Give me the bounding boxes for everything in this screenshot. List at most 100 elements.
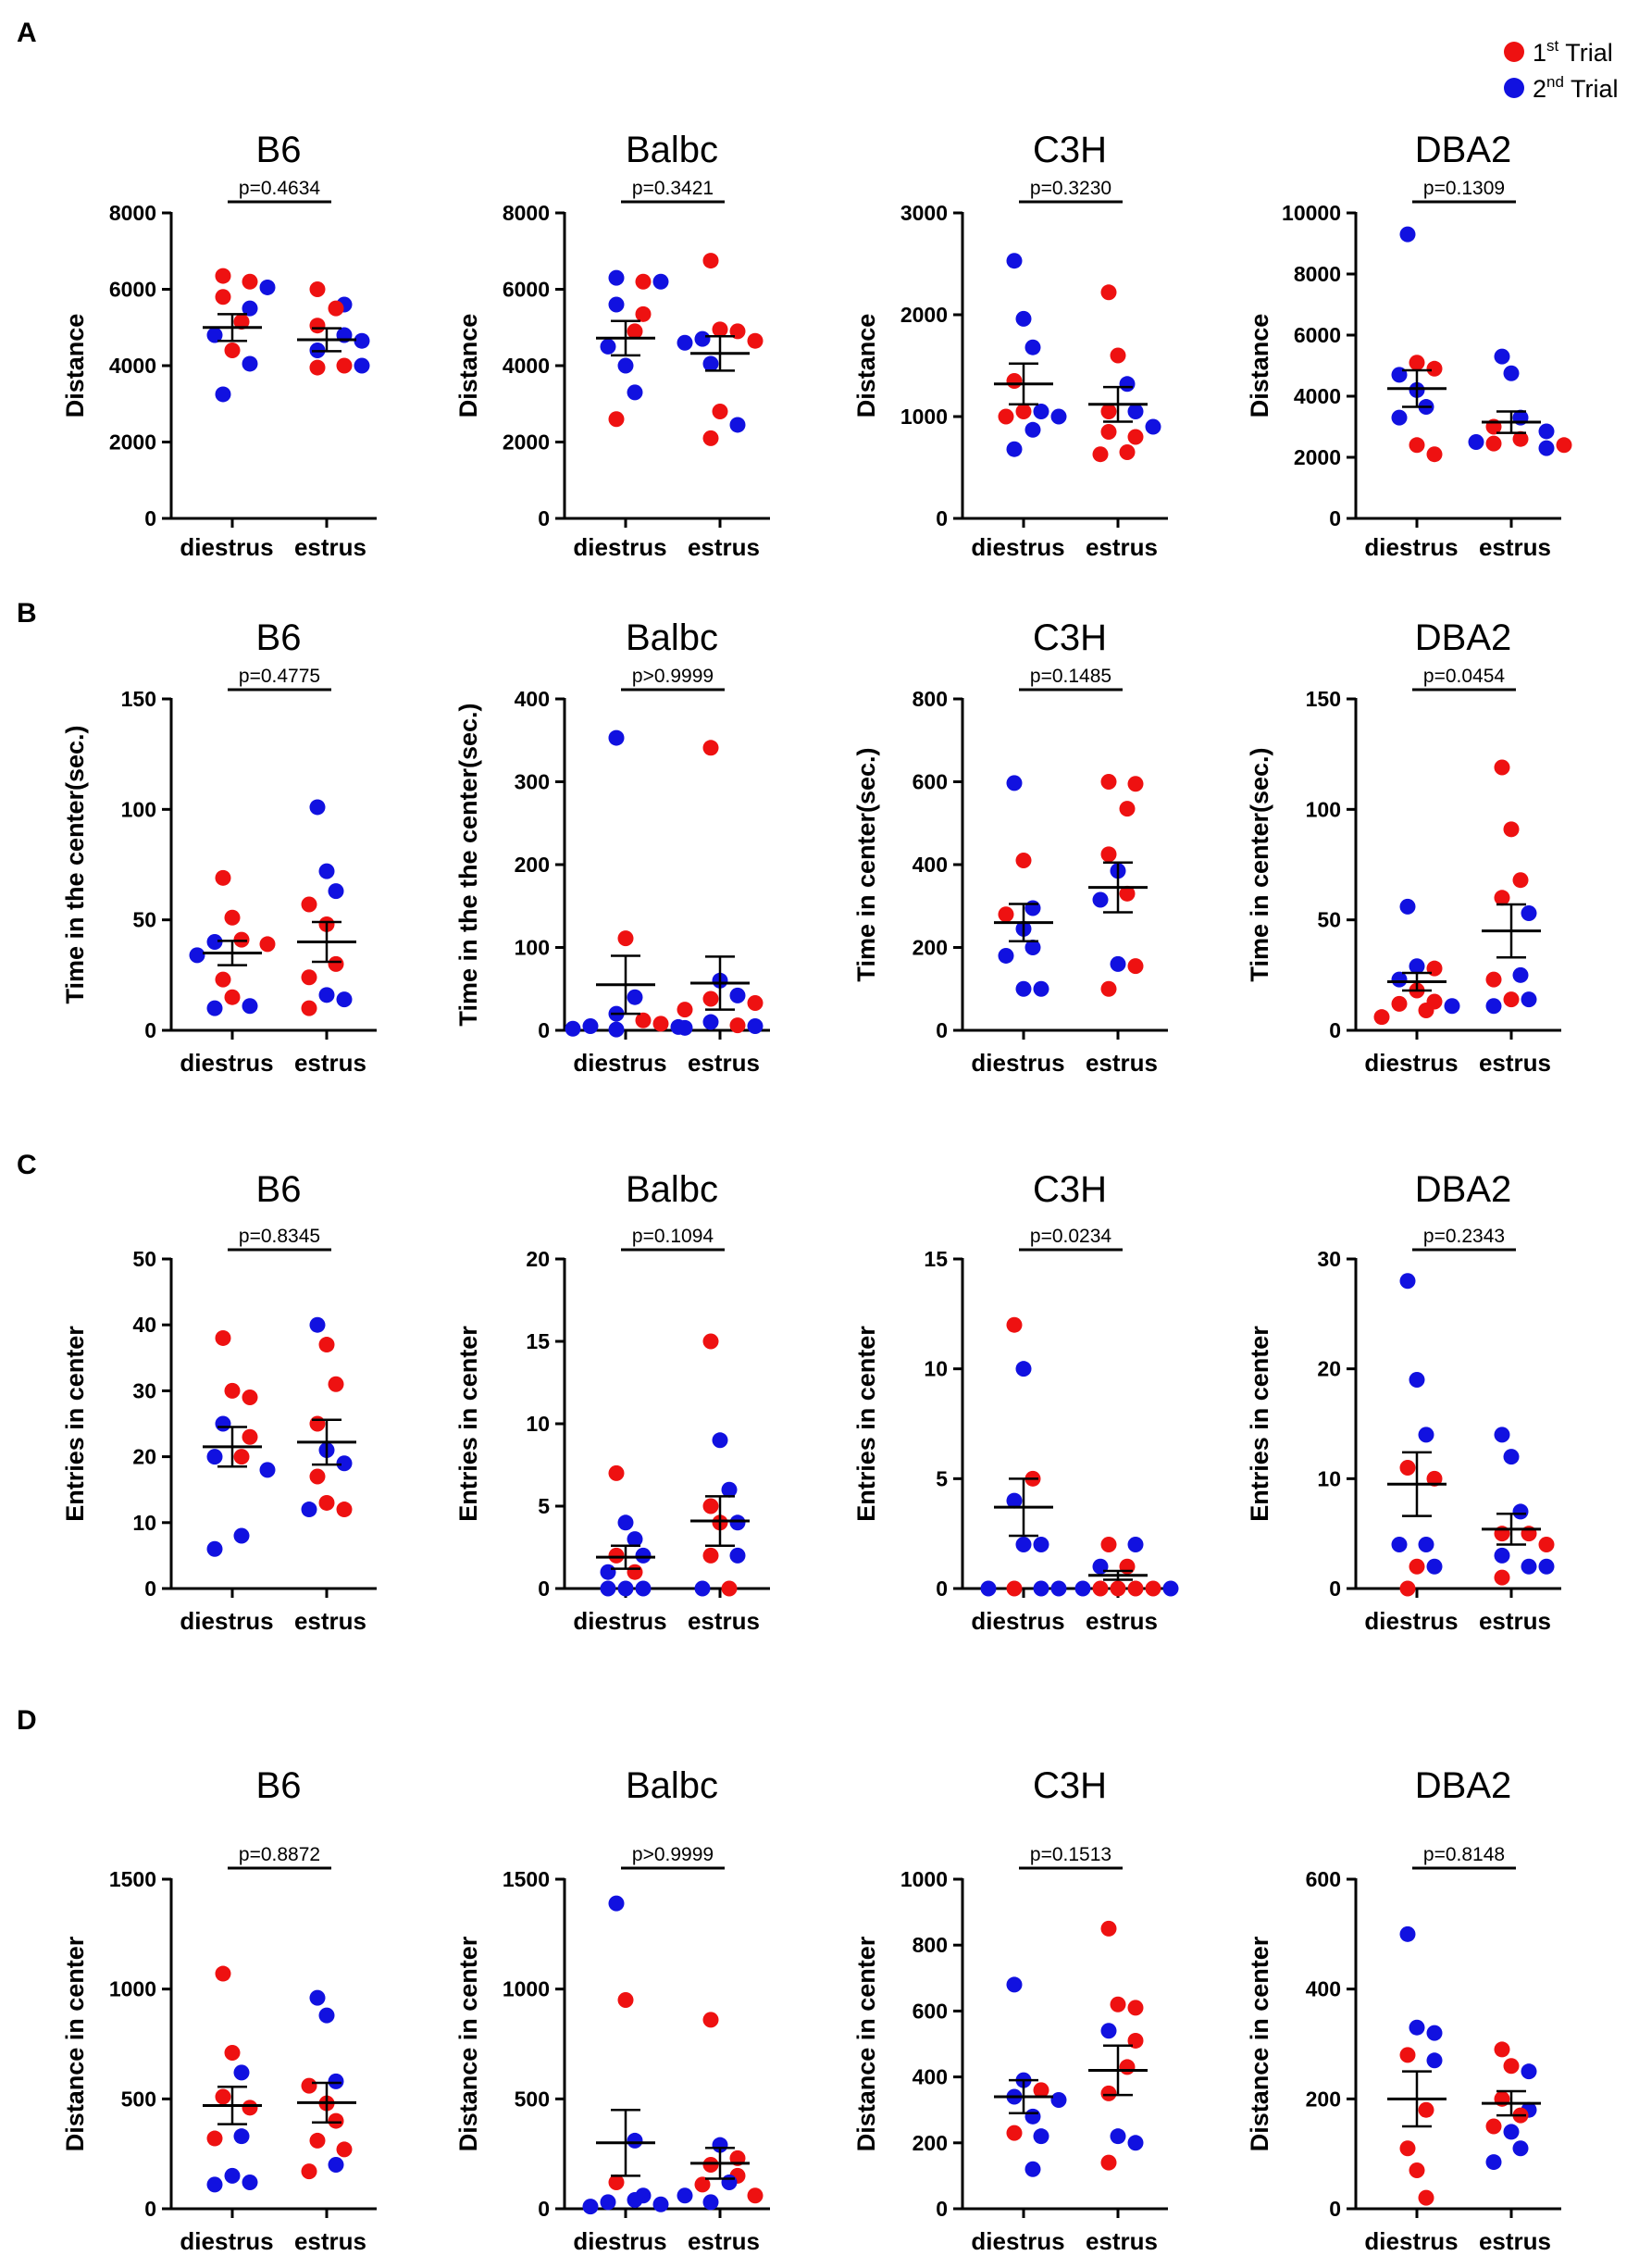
trial1-point — [301, 896, 317, 913]
trial1-point — [1399, 1580, 1416, 1597]
y-tick-label: 5 — [936, 1466, 948, 1490]
trial1-point — [1391, 995, 1408, 1012]
trial2-point — [1050, 1580, 1067, 1597]
y-tick-label: 1000 — [900, 405, 948, 429]
trial2-point — [206, 934, 223, 951]
y-axis-label: Distance in center — [1246, 1936, 1273, 2151]
p-value-label: p=0.8148 — [1423, 1844, 1505, 1865]
trial2-point — [1024, 900, 1041, 916]
trial2-point — [617, 1580, 634, 1597]
trial1-point — [1100, 1920, 1117, 1937]
trial2-point — [1468, 434, 1484, 450]
trial2-point — [1127, 1537, 1144, 1553]
x-category-label: estrus — [1479, 2227, 1551, 2255]
trial1-point — [1015, 404, 1032, 419]
trial1-point — [301, 1000, 317, 1016]
trial2-point — [608, 269, 625, 286]
chart-A-DBA2: DBA2 0 2000 4000 6000 8000 10000 diestrus estrus… — [1246, 130, 1572, 561]
trial1-point — [1092, 446, 1109, 463]
trial2-point — [1418, 1537, 1434, 1553]
trial2-point — [600, 1580, 616, 1597]
panel-letter-C: C — [17, 1150, 37, 1180]
trial2-point — [1485, 2154, 1502, 2171]
trial2-point — [1110, 955, 1126, 972]
trial1-point — [206, 2130, 223, 2147]
trial1-point — [224, 343, 241, 358]
trial2-point — [233, 2064, 250, 2081]
trial1-point — [1119, 444, 1136, 460]
trial1-point — [224, 2044, 241, 2061]
p-value-label: p=0.1094 — [632, 1226, 714, 1247]
chart-B-C3H: C3H 0 200 400 600 800 diestrus estrus Time in ce… — [852, 617, 1168, 1077]
y-tick-label: 0 — [936, 2197, 948, 2221]
trial2-point — [702, 2194, 719, 2211]
trial1-point — [1100, 846, 1117, 863]
trial2-point — [242, 2175, 258, 2191]
y-axis-label: Entries in center — [852, 1326, 880, 1522]
y-tick-label: 100 — [515, 936, 550, 960]
p-value-label: p>0.9999 — [632, 666, 714, 687]
chart-B-B6: B6 0 50 100 150 diestrus estrus Time in the cen… — [61, 617, 377, 1077]
y-axis-label: Distance in center — [852, 1936, 880, 2151]
legend-label-2: 2nd Trial — [1533, 73, 1618, 103]
trial1-point — [318, 1337, 335, 1353]
trial1-point — [309, 1468, 326, 1485]
y-tick-label: 600 — [913, 770, 948, 794]
trial1-point — [1494, 2041, 1510, 2058]
y-tick-label: 8000 — [109, 201, 156, 225]
x-category-label: diestrus — [1364, 2227, 1458, 2255]
x-category-label: diestrus — [573, 533, 666, 561]
trial1-point — [309, 281, 326, 297]
trial1-point — [1556, 437, 1572, 454]
trial1-point — [215, 869, 231, 886]
y-tick-label: 0 — [936, 1576, 948, 1601]
y-tick-label: 0 — [936, 506, 948, 530]
trial2-point — [694, 330, 711, 347]
trial2-point — [1006, 1492, 1023, 1509]
y-tick-label: 0 — [144, 1018, 156, 1042]
trial1-point — [1006, 2125, 1023, 2141]
trial1-point — [702, 1547, 719, 1564]
x-category-label: diestrus — [180, 533, 273, 561]
p-value-label: p=0.8345 — [239, 1226, 320, 1247]
trial2-point — [233, 1527, 250, 1544]
y-tick-label: 10 — [132, 1511, 156, 1535]
trial2-point — [1015, 1361, 1032, 1377]
trial1-point — [635, 1012, 652, 1028]
trial1-point — [1399, 2140, 1416, 2157]
trial1-point — [998, 408, 1014, 425]
chart-title: Balbc — [626, 1765, 718, 1806]
y-axis-label: Time in center(sec.) — [1246, 747, 1273, 981]
trial1-point — [1092, 1580, 1109, 1597]
x-category-label: estrus — [1086, 1607, 1158, 1635]
y-tick-label: 500 — [515, 2087, 550, 2111]
trial2-point — [1494, 1547, 1510, 1564]
x-category-label: estrus — [1086, 1049, 1158, 1077]
y-tick-label: 8000 — [503, 201, 550, 225]
y-tick-label: 1000 — [503, 1977, 550, 2001]
trial2-point — [627, 1531, 643, 1548]
trial1-point — [1494, 890, 1510, 906]
y-tick-label: 2000 — [503, 430, 550, 455]
trial1-point — [1503, 2058, 1520, 2075]
trial1-point — [1015, 853, 1032, 869]
p-value-label: p=0.2343 — [1423, 1226, 1505, 1247]
y-tick-label: 6000 — [109, 278, 156, 302]
y-tick-label: 3000 — [900, 201, 948, 225]
trial1-point — [712, 404, 728, 419]
trial2-point — [1426, 2025, 1443, 2041]
x-category-label: estrus — [294, 2227, 366, 2255]
p-value-label: p=0.8872 — [239, 1844, 320, 1865]
trial2-point — [1512, 966, 1529, 983]
chart-title: B6 — [256, 1169, 302, 1210]
trial2-point — [617, 1514, 634, 1531]
trial1-point — [242, 1428, 258, 1445]
trial1-point — [1006, 1316, 1023, 1333]
trial1-point — [215, 1965, 231, 1982]
p-value-label: p=0.1513 — [1030, 1844, 1111, 1865]
y-tick-label: 10 — [924, 1357, 948, 1381]
trial2-point — [206, 1000, 223, 1016]
trial2-point — [702, 1014, 719, 1030]
trial1-point — [336, 1502, 353, 1518]
